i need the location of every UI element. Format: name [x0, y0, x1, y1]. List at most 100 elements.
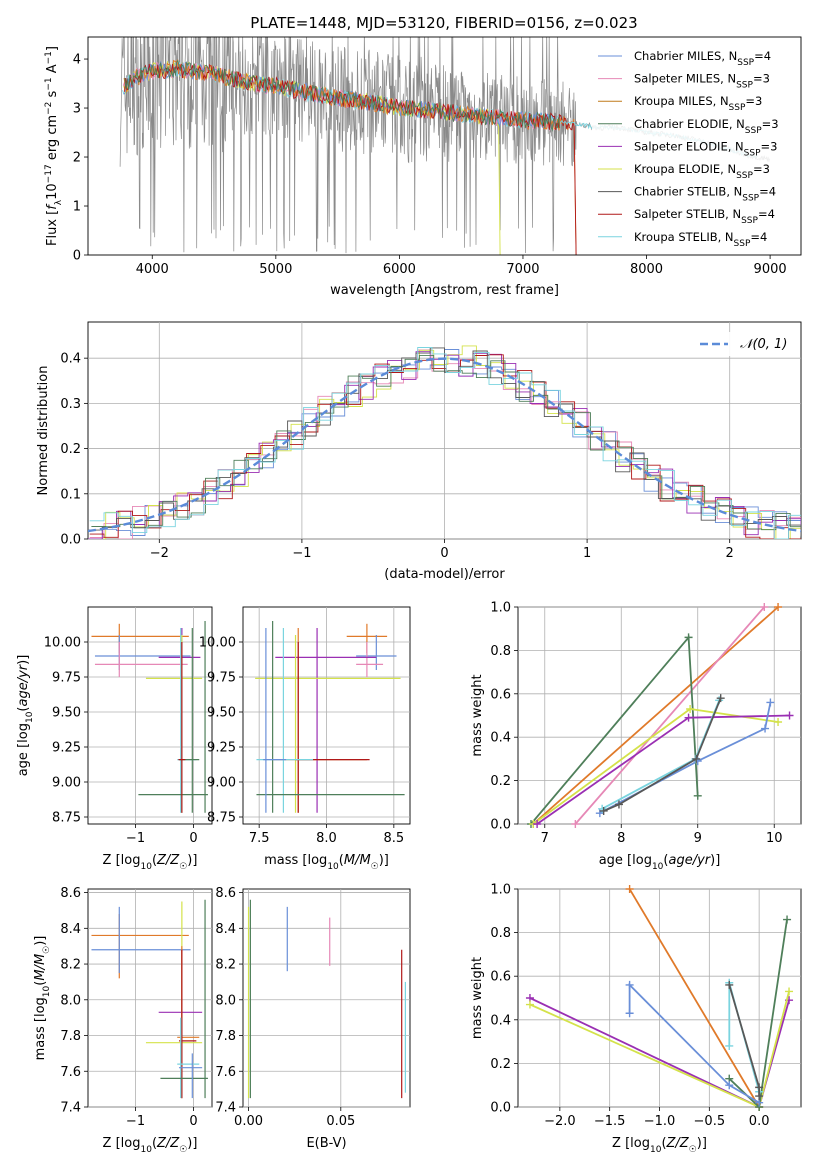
- label-part: (: [16, 707, 31, 712]
- y-tick-label: 0.3: [60, 397, 81, 412]
- legend-entry: Kroupa STELIB, NSSP=4: [634, 230, 767, 249]
- label-part: Chabrier STELIB, N: [634, 185, 742, 199]
- data-point-marker: [774, 718, 783, 727]
- x-tick-label: 9000: [754, 262, 787, 277]
- label-part: ☉: [179, 862, 187, 872]
- label-part: A: [45, 64, 60, 77]
- label-part: )]: [187, 853, 197, 868]
- histogram-step-line: [89, 349, 801, 539]
- label-part: SSP: [742, 194, 759, 204]
- mass-weight-series-line: [532, 606, 779, 825]
- histogram-step-line: [88, 351, 801, 539]
- histogram-step-line: [89, 354, 801, 539]
- legend-entry: Chabrier MILES, NSSP=4: [634, 49, 771, 68]
- label-part: SSP: [729, 103, 746, 113]
- x-axis-label: Z [log10(Z/Z☉)]: [103, 853, 198, 872]
- label-part: age [log: [599, 853, 652, 868]
- data-point-marker: [774, 603, 783, 611]
- label-part: =3: [761, 139, 778, 153]
- data-point-marker: [755, 1083, 764, 1092]
- legend-background: [694, 332, 794, 356]
- x-tick-label: −1.0: [644, 1114, 676, 1129]
- residuals-panel: −2 −1 0 1 2 0.0 0.1 0.2 0.3 0.4 𝒩(0, 1) (data-model…: [36, 321, 802, 582]
- label-part: ☉: [689, 1145, 697, 1155]
- label-part: Chabrier MILES, N: [634, 49, 737, 63]
- y-tick-label: 7.4: [60, 1101, 81, 1116]
- age-vs-mass-panel: 7.5 8.0 8.5 8.75 9.00 9.25 9.50 9.75 10.00 mass […: [199, 606, 411, 872]
- y-tick-label: 9.00: [207, 776, 236, 791]
- y-tick-label: 0.2: [490, 1057, 511, 1072]
- x-tick-label: 0.0: [749, 1114, 770, 1129]
- label-part: ☉: [179, 1145, 187, 1155]
- label-part: age/yr: [16, 663, 31, 706]
- label-part: Z [log: [612, 1136, 650, 1151]
- x-tick-label: 8: [617, 831, 625, 846]
- data-point-marker: [625, 885, 634, 893]
- label-part: Chabrier ELODIE, N: [634, 117, 745, 131]
- data-point-marker: [533, 820, 542, 828]
- label-part: =4: [759, 185, 776, 199]
- legend-entry: Kroupa ELODIE, NSSP=3: [634, 162, 770, 181]
- label-part: 10: [25, 711, 35, 723]
- axes-frame: [87, 606, 213, 825]
- x-tick-label: 7: [541, 831, 549, 846]
- x-axis-label: (data-model)/error: [384, 567, 505, 582]
- y-tick-label: 10.00: [199, 636, 236, 651]
- label-part: ☉: [42, 946, 52, 954]
- model-spectrum-line: [124, 63, 577, 255]
- x-axis-label: age [log10(age/yr)]: [599, 853, 721, 872]
- x-tick-label: 0.05: [326, 1114, 355, 1129]
- y-tick-label: 8.6: [60, 886, 81, 901]
- y-tick-label: 0.2: [490, 774, 511, 789]
- label-part: age/yr: [668, 853, 711, 868]
- label-part: Salpeter MILES, N: [634, 72, 736, 86]
- y-axis-label: mass weight: [470, 674, 485, 756]
- histogram-step-line: [91, 345, 801, 539]
- legend-entry: Chabrier STELIB, NSSP=4: [634, 185, 776, 204]
- y-axis-label: Normed distribution: [36, 366, 51, 496]
- label-part: s: [45, 90, 60, 101]
- mass-weight-series-line: [574, 606, 765, 825]
- data-point-marker: [725, 980, 734, 989]
- label-part: Salpeter STELIB, N: [634, 207, 741, 221]
- y-tick-label: 9.25: [52, 741, 81, 756]
- y-tick-label: 9.50: [52, 706, 81, 721]
- legend-entry: Salpeter ELODIE, NSSP=3: [634, 139, 777, 158]
- label-part: Z/Z: [156, 1136, 180, 1151]
- label-part: Kroupa ELODIE, N: [634, 162, 736, 176]
- x-tick-label: 6000: [383, 262, 416, 277]
- x-axis-label: Z [log10(Z/Z☉)]: [612, 1136, 707, 1155]
- panel-plot-area: [255, 621, 405, 813]
- y-tick-label: 0.6: [490, 687, 511, 702]
- y-axis-label: age [log10(age/yr)]: [16, 655, 35, 777]
- y-tick-label: 4: [73, 53, 81, 68]
- y-tick-label: 8.4: [60, 922, 81, 937]
- label-part: Kroupa MILES, N: [634, 94, 729, 108]
- label-part: Salpeter ELODIE, N: [634, 139, 744, 153]
- y-axis-label: mass [log10(M/M☉)]: [33, 936, 52, 1061]
- x-axis-label: mass [log10(M/M☉)]: [264, 853, 389, 872]
- x-tick-label: 8.0: [316, 831, 337, 846]
- x-axis-label: wavelength [Angstrom, rest frame]: [330, 283, 559, 298]
- data-point-marker: [755, 1092, 764, 1101]
- histogram-step-line: [91, 354, 801, 531]
- label-part: 10: [42, 985, 52, 997]
- data-point-marker: [766, 698, 775, 707]
- y-tick-label: 8.0: [60, 993, 81, 1008]
- label-part: Z [log: [103, 1136, 141, 1151]
- axes-frame: [242, 888, 411, 1108]
- x-tick-label: −1: [292, 546, 311, 561]
- x-axis-label: E(B-V): [306, 1136, 346, 1151]
- x-tick-label: 9: [694, 831, 702, 846]
- label-part: −1: [44, 77, 54, 90]
- y-tick-label: 7.8: [215, 1029, 236, 1044]
- y-tick-label: 0.4: [60, 352, 81, 367]
- y-tick-label: 8.0: [215, 993, 236, 1008]
- legend-entry: 𝒩(0, 1): [740, 337, 787, 352]
- label-part: 10: [140, 862, 152, 872]
- y-axis-label: mass weight: [470, 957, 485, 1039]
- data-point-marker: [599, 806, 608, 815]
- mass-weight-series-line: [536, 714, 790, 825]
